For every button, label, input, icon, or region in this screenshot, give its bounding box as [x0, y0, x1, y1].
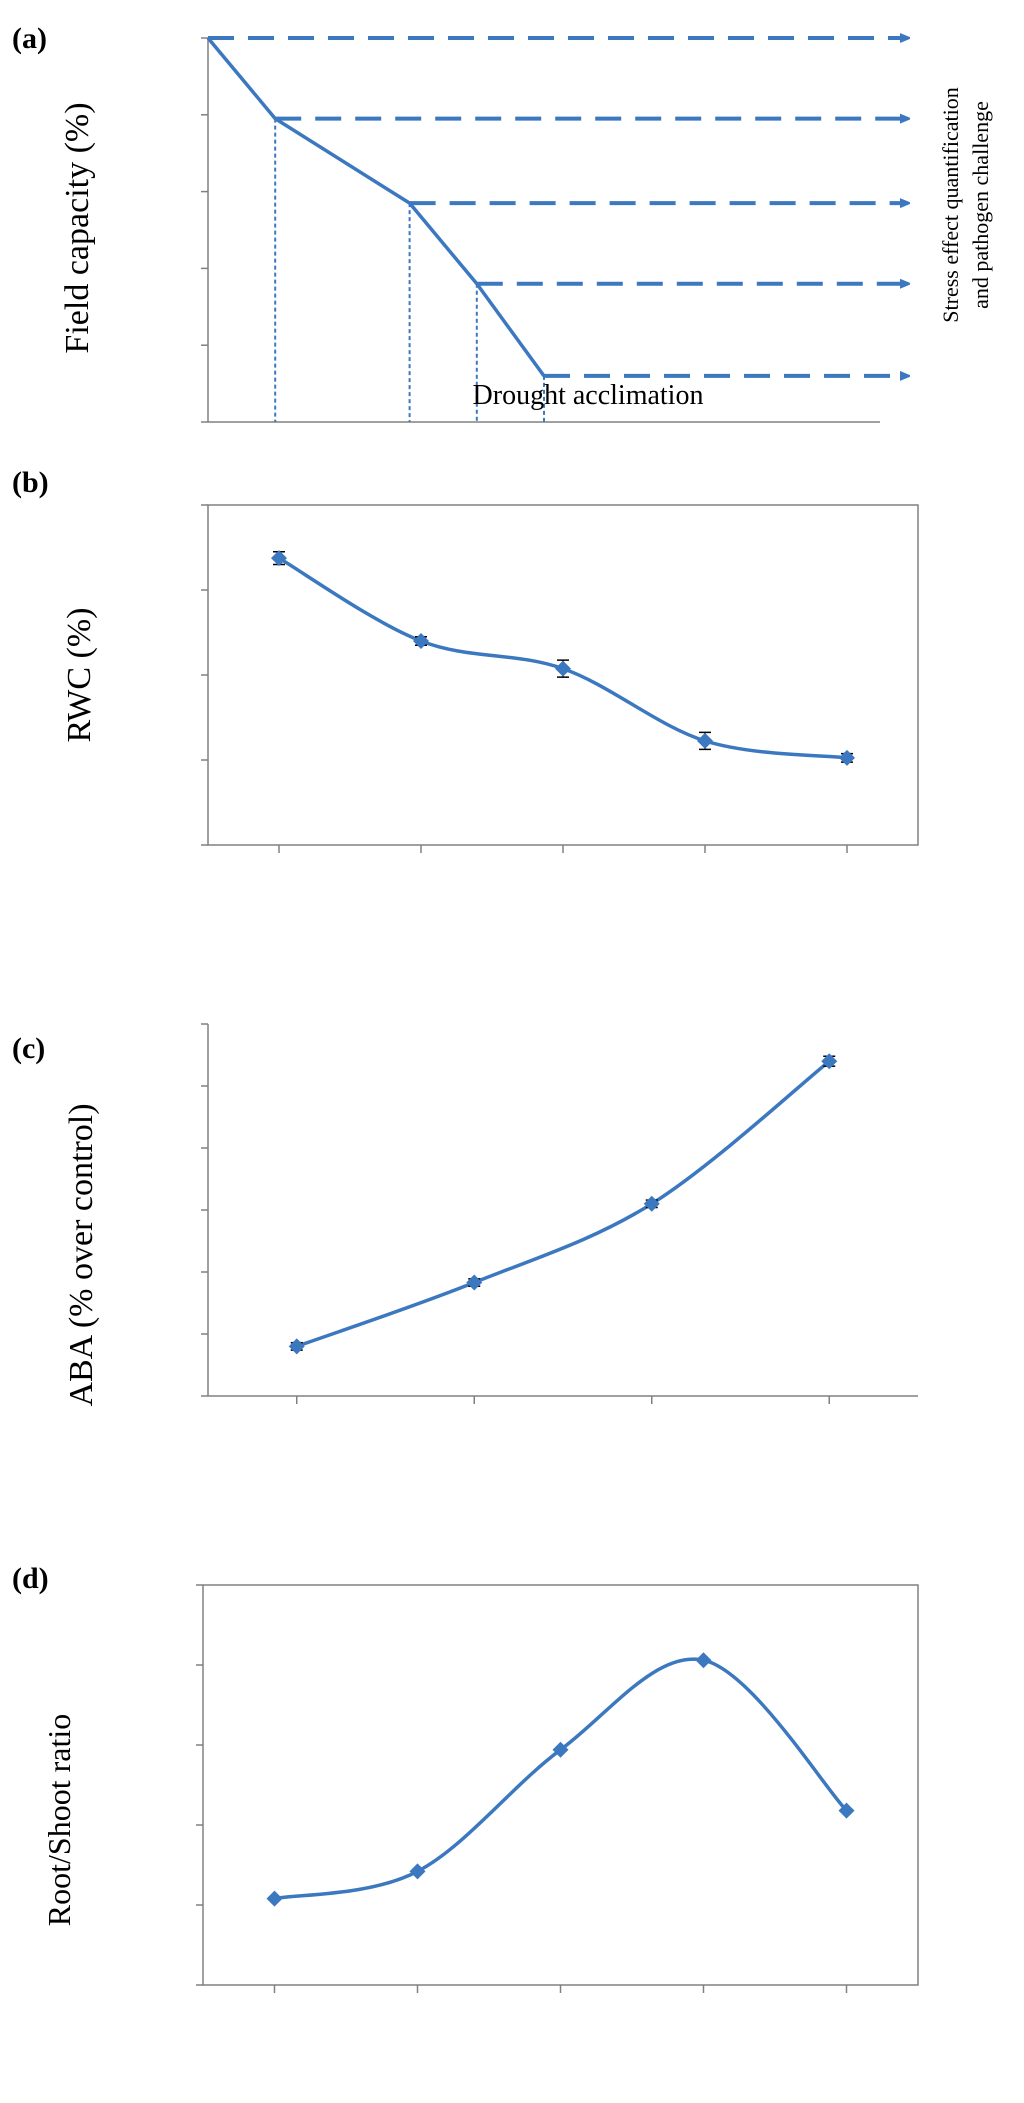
panel-d-plot-frame [202, 1584, 919, 1986]
panel-c-aba: (c) ABA (% over control) [12, 1023, 918, 1407]
panel-d-data-point [838, 1802, 855, 1819]
panel-b-plot-area [201, 504, 919, 853]
panel-c-data-point [821, 1053, 838, 1070]
panel-b-data-point [271, 550, 287, 567]
panel-c-plot-area [201, 1023, 918, 1404]
panel-c-data-point [288, 1338, 305, 1355]
panel-a-y-ticks [201, 37, 208, 423]
panel-a-series-line [206, 36, 546, 377]
panel-b-data-point [413, 633, 429, 649]
panel-d-label: (d) [12, 1562, 49, 1595]
panel-a-side-annotation-line1: Stress effect quantification [938, 87, 963, 322]
panel-d-data-point [409, 1863, 426, 1880]
panel-d-data-point [552, 1741, 569, 1758]
panel-d-data-point [695, 1652, 712, 1669]
panel-d-data-point [266, 1890, 283, 1907]
panel-c-series-line [296, 1059, 831, 1349]
panel-b-y-axis-label: RWC (%) [61, 607, 98, 742]
panel-b-label: (b) [12, 466, 49, 499]
panel-d-plot-area [196, 1584, 919, 1993]
panel-a-plot-area [206, 36, 906, 423]
panel-a-label: (a) [12, 22, 47, 55]
panel-b-data-point [839, 749, 855, 766]
panel-b-data-point [555, 660, 571, 677]
panel-d-y-axis-label: Root/Shoot ratio [41, 1714, 77, 1926]
panel-c-label: (c) [12, 1032, 45, 1065]
panel-b-data-point [697, 732, 713, 749]
panel-d-series-line [274, 1657, 848, 1901]
panel-a-drought-acclimation-label: Drought acclimation [473, 380, 704, 411]
panel-c-data-point [466, 1274, 483, 1291]
panel-c-data-point [643, 1195, 660, 1212]
panel-a-field-capacity: (a) Field capacity (%) Drought acclimati… [12, 22, 993, 423]
panel-d-root-shoot: (d) Root/Shoot ratio [12, 1562, 919, 1993]
panel-c-y-axis-label: ABA (% over control) [63, 1103, 100, 1406]
panel-b-rwc: (b) RWC (%) [12, 466, 919, 853]
panel-a-side-annotation-line2: and pathogen challenge [968, 101, 993, 309]
panel-a-y-axis-label: Field capacity (%) [59, 102, 96, 353]
panel-b-series-line [278, 556, 848, 760]
